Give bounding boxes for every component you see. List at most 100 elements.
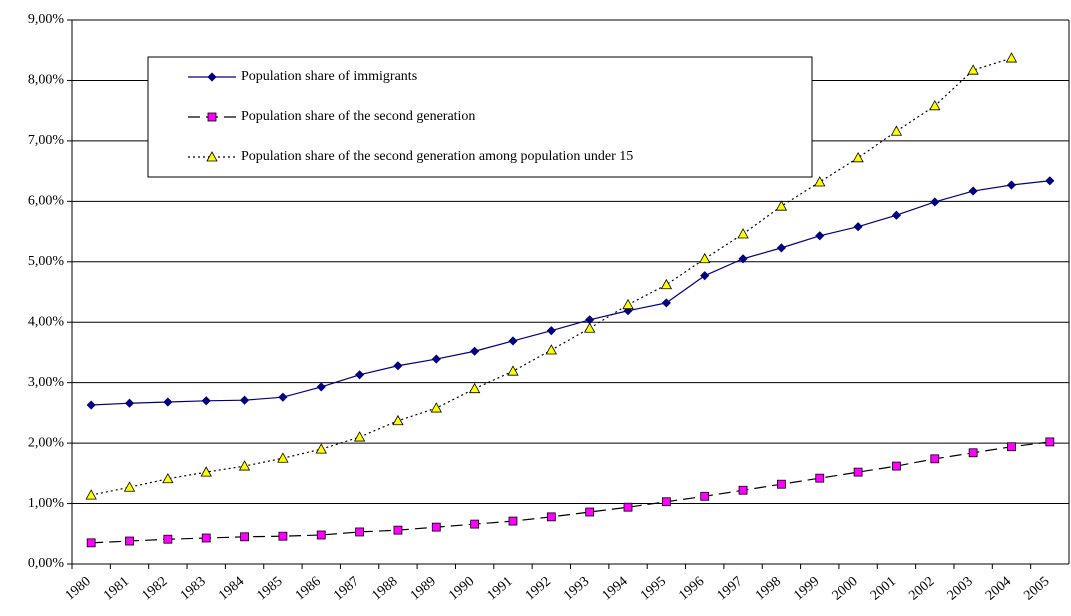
marker xyxy=(238,460,251,471)
marker xyxy=(1005,52,1018,63)
marker xyxy=(891,210,902,220)
marker xyxy=(583,322,596,333)
marker xyxy=(278,392,288,402)
marker xyxy=(661,497,671,507)
y-tick-label: 7,00% xyxy=(28,133,65,148)
marker xyxy=(392,414,404,426)
marker xyxy=(775,200,788,211)
x-tick-label: 1982 xyxy=(139,574,170,603)
marker xyxy=(968,448,978,458)
x-tick-label: 1983 xyxy=(178,574,209,603)
marker xyxy=(699,252,711,264)
marker xyxy=(930,454,940,464)
marker xyxy=(125,536,134,546)
marker xyxy=(585,507,595,517)
y-tick-label: 3,00% xyxy=(28,375,65,390)
marker xyxy=(508,336,518,346)
marker xyxy=(1006,180,1017,190)
marker xyxy=(660,278,673,290)
x-tick-label: 1981 xyxy=(101,574,132,603)
marker xyxy=(737,228,749,239)
marker xyxy=(890,125,903,136)
marker xyxy=(967,64,979,75)
marker xyxy=(431,354,441,364)
x-tick-label: 1996 xyxy=(676,574,707,603)
marker xyxy=(163,397,173,407)
x-tick-label: 1995 xyxy=(638,574,669,603)
series xyxy=(86,176,1055,410)
marker xyxy=(545,344,558,355)
x-tick-label: 1990 xyxy=(446,574,477,603)
marker xyxy=(622,298,634,310)
x-tick-label: 1992 xyxy=(523,574,554,603)
marker xyxy=(123,481,136,492)
marker xyxy=(508,516,518,526)
x-tick-label: 2005 xyxy=(1021,574,1052,603)
marker xyxy=(507,365,519,376)
marker xyxy=(546,512,556,522)
marker xyxy=(315,443,327,454)
x-tick-label: 2002 xyxy=(906,574,937,603)
marker xyxy=(206,151,218,162)
x-tick-label: 2003 xyxy=(945,574,976,603)
marker xyxy=(124,398,135,408)
marker xyxy=(546,326,556,336)
y-tick-label: 9,00% xyxy=(28,12,65,27)
marker xyxy=(815,473,825,483)
marker xyxy=(207,112,217,122)
marker xyxy=(776,243,786,253)
legend-label: Population share of immigrants xyxy=(241,69,417,84)
x-tick-label: 1991 xyxy=(485,574,516,603)
x-tick-label: 2004 xyxy=(983,574,1014,603)
marker xyxy=(468,382,481,394)
marker xyxy=(853,467,863,477)
y-tick-label: 6,00% xyxy=(28,194,65,209)
marker xyxy=(355,370,365,380)
marker xyxy=(278,531,288,541)
marker xyxy=(207,72,217,82)
marker xyxy=(393,525,403,535)
marker xyxy=(1007,442,1016,452)
y-tick-label: 2,00% xyxy=(28,435,65,450)
marker xyxy=(355,527,364,537)
x-tick-label: 1997 xyxy=(715,574,746,603)
x-tick-label: 1988 xyxy=(369,574,400,603)
legend-box xyxy=(147,56,813,178)
y-tick-label: 5,00% xyxy=(28,254,65,269)
marker xyxy=(930,197,940,207)
marker xyxy=(853,222,863,232)
marker xyxy=(470,346,480,356)
y-tick-label: 8,00% xyxy=(28,73,65,88)
marker xyxy=(430,402,442,413)
marker xyxy=(700,271,710,281)
x-tick-label: 1989 xyxy=(408,574,439,603)
marker xyxy=(86,538,96,548)
series xyxy=(86,437,1055,548)
marker xyxy=(239,395,250,405)
marker xyxy=(1045,176,1055,186)
x-tick-label: 1984 xyxy=(216,574,247,603)
marker xyxy=(814,176,826,187)
y-tick-label: 1,00% xyxy=(28,496,65,511)
marker xyxy=(163,534,173,544)
marker xyxy=(929,100,941,111)
marker xyxy=(85,489,97,500)
x-tick-label: 1985 xyxy=(254,574,285,603)
series-line xyxy=(91,180,1050,406)
marker xyxy=(661,298,671,308)
marker xyxy=(277,452,289,463)
x-tick-label: 1987 xyxy=(331,574,362,603)
x-tick-label: 2000 xyxy=(830,574,861,603)
marker xyxy=(86,400,96,410)
legend-label: Population share of the second generatio… xyxy=(241,109,475,124)
marker xyxy=(852,151,864,163)
x-tick-label: 1999 xyxy=(791,574,822,603)
marker xyxy=(777,479,786,489)
x-tick-label: 2001 xyxy=(868,574,899,603)
marker xyxy=(316,530,326,540)
marker xyxy=(316,382,326,392)
legend-label: Population share of the second generatio… xyxy=(241,149,633,164)
y-tick-label: 0,00% xyxy=(28,556,65,571)
marker xyxy=(353,431,366,442)
